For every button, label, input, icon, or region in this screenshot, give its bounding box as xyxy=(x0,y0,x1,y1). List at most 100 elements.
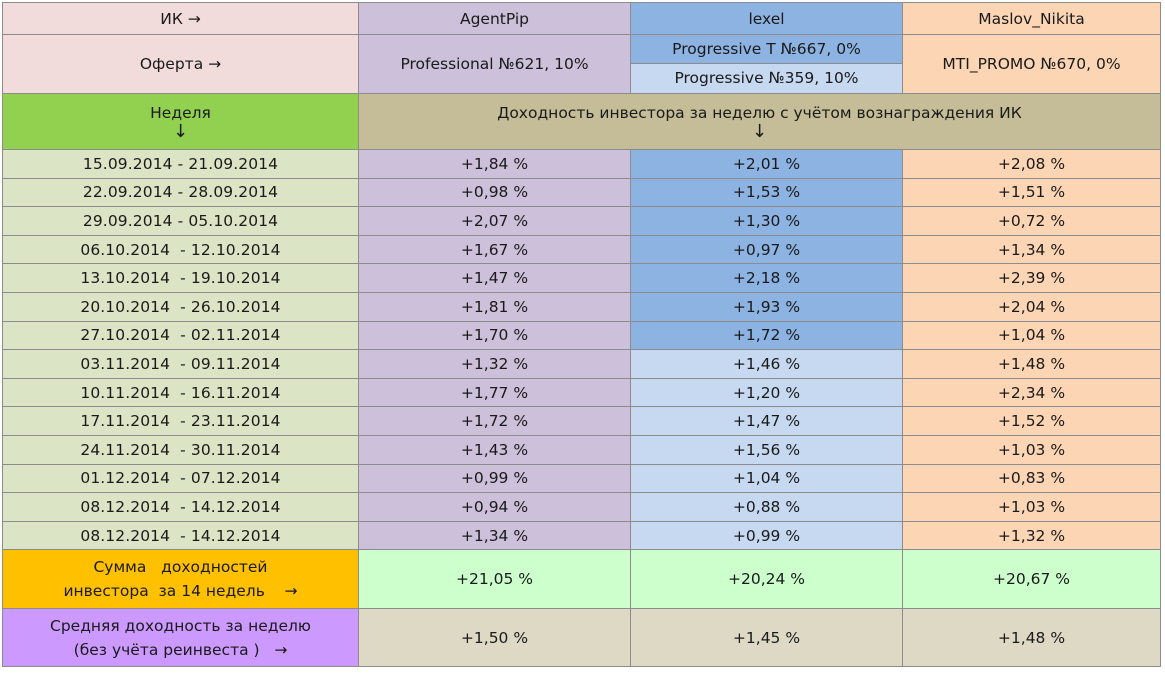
provider-lexel: lexel xyxy=(630,2,903,35)
lexel-value: +2,01 % xyxy=(630,149,903,179)
maslov-value: +1,03 % xyxy=(902,492,1161,522)
maslov-value: +0,72 % xyxy=(902,206,1161,236)
week-cell: 17.11.2014 - 23.11.2014 xyxy=(2,406,359,436)
maslov-value: +1,52 % xyxy=(902,406,1161,436)
week-cell: 29.09.2014 - 05.10.2014 xyxy=(2,206,359,236)
lexel-value: +0,88 % xyxy=(630,492,903,522)
table-row: 29.09.2014 - 05.10.2014 +2,07 % +1,30 % +0,… xyxy=(2,206,1161,236)
agentpip-value: +2,07 % xyxy=(358,206,631,236)
week-cell: 20.10.2014 - 26.10.2014 xyxy=(2,291,359,322)
lexel-value: +1,47 % xyxy=(630,406,903,436)
agentpip-value: +1,34 % xyxy=(358,520,631,551)
week-cell: 10.11.2014 - 16.11.2014 xyxy=(2,377,359,408)
lexel-value: +1,72 % xyxy=(630,320,903,351)
table-row: 15.09.2014 - 21.09.2014 +1,84 % +2,01 % +2,… xyxy=(2,149,1161,179)
lexel-value: +1,56 % xyxy=(630,434,903,465)
week-cell: 08.12.2014 - 14.12.2014 xyxy=(2,520,359,551)
agentpip-value: +1,77 % xyxy=(358,377,631,408)
lexel-value: +1,04 % xyxy=(630,463,903,494)
lexel-value: +2,18 % xyxy=(630,263,903,293)
maslov-value: +2,08 % xyxy=(902,149,1161,179)
sum-row: Сумма доходностей инвестора за 14 недель … xyxy=(2,549,1161,610)
week-cell: 08.12.2014 - 14.12.2014 xyxy=(2,492,359,522)
week-cell: 24.11.2014 - 30.11.2014 xyxy=(2,434,359,465)
average-label: Средняя доходность за неделю (без учёта р… xyxy=(2,608,359,668)
agentpip-value: +0,98 % xyxy=(358,177,631,208)
table-row: 13.10.2014 - 19.10.2014 +1,47 % +2,18 % +2,… xyxy=(2,263,1161,293)
average-row: Средняя доходность за неделю (без учёта р… xyxy=(2,608,1161,668)
yield-header: Доходность инвестора за неделю с учётом … xyxy=(358,93,1161,150)
table-row: 01.12.2014 - 07.12.2014 +0,99 % +1,04 % +0,… xyxy=(2,463,1161,494)
provider-agentpip: AgentPip xyxy=(358,2,631,35)
lexel-value: +0,99 % xyxy=(630,520,903,551)
offer-lexel-bottom: Progressive №359, 10% xyxy=(631,63,902,93)
table-row: 27.10.2014 - 02.11.2014 +1,70 % +1,72 % +1,… xyxy=(2,320,1161,351)
maslov-value: +1,51 % xyxy=(902,177,1161,208)
provider-header-row: ИК → AgentPip lexel Maslov_Nikita xyxy=(2,2,1161,35)
agentpip-value: +1,84 % xyxy=(358,149,631,179)
table-row: 06.10.2014 - 12.10.2014 +1,67 % +0,97 % +1,… xyxy=(2,234,1161,265)
lexel-value: +0,97 % xyxy=(630,234,903,265)
yield-header-label: Доходность инвестора за неделю с учётом … xyxy=(497,103,1022,122)
provider-maslov-nikita: Maslov_Nikita xyxy=(902,2,1161,35)
maslov-value: +1,04 % xyxy=(902,320,1161,351)
maslov-value: +2,04 % xyxy=(902,291,1161,322)
week-cell: 01.12.2014 - 07.12.2014 xyxy=(2,463,359,494)
offer-agentpip: Professional №621, 10% xyxy=(358,34,631,94)
sum-label-line1: Сумма доходностей xyxy=(93,558,268,577)
ik-label: ИК → xyxy=(2,2,359,35)
sum-maslov: +20,67 % xyxy=(902,549,1161,610)
average-lexel: +1,45 % xyxy=(630,608,903,668)
table-row: 17.11.2014 - 23.11.2014 +1,72 % +1,47 % +1,… xyxy=(2,406,1161,436)
agentpip-value: +1,81 % xyxy=(358,291,631,322)
agentpip-value: +0,99 % xyxy=(358,463,631,494)
week-cell: 13.10.2014 - 19.10.2014 xyxy=(2,263,359,293)
lexel-value: +1,20 % xyxy=(630,377,903,408)
offer-header-row: Оферта → Professional №621, 10% Progress… xyxy=(2,34,1161,94)
agentpip-value: +0,94 % xyxy=(358,492,631,522)
week-cell: 06.10.2014 - 12.10.2014 xyxy=(2,234,359,265)
lexel-value: +1,30 % xyxy=(630,206,903,236)
sum-label-line2: инвестора за 14 недель → xyxy=(63,582,298,601)
week-cell: 27.10.2014 - 02.11.2014 xyxy=(2,320,359,351)
sum-lexel: +20,24 % xyxy=(630,549,903,610)
average-agentpip: +1,50 % xyxy=(358,608,631,668)
offer-lexel-top: Progressive T №667, 0% xyxy=(631,35,902,63)
maslov-value: +2,34 % xyxy=(902,377,1161,408)
lexel-value: +1,93 % xyxy=(630,291,903,322)
table-row: 08.12.2014 - 14.12.2014 +1,34 % +0,99 % +1,… xyxy=(2,520,1161,551)
table-row: 10.11.2014 - 16.11.2014 +1,77 % +1,20 % +2,… xyxy=(2,377,1161,408)
average-label-line1: Средняя доходность за неделю xyxy=(50,616,311,635)
offer-maslov: MTI_PROMO №670, 0% xyxy=(902,34,1161,94)
agentpip-value: +1,67 % xyxy=(358,234,631,265)
maslov-value: +1,03 % xyxy=(902,434,1161,465)
table-row: 22.09.2014 - 28.09.2014 +0,98 % +1,53 % +1,… xyxy=(2,177,1161,208)
table-row: 08.12.2014 - 14.12.2014 +0,94 % +0,88 % +1,… xyxy=(2,492,1161,522)
maslov-value: +1,34 % xyxy=(902,234,1161,265)
sum-agentpip: +21,05 % xyxy=(358,549,631,610)
week-header: Неделя ↓ xyxy=(2,93,359,150)
agentpip-value: +1,72 % xyxy=(358,406,631,436)
column-header-row: Неделя ↓ Доходность инвестора за неделю … xyxy=(2,93,1161,150)
week-cell: 03.11.2014 - 09.11.2014 xyxy=(2,349,359,379)
week-header-label: Неделя xyxy=(150,103,211,122)
average-label-line2: (без учёта реинвеста ) → xyxy=(73,640,288,659)
agentpip-value: +1,43 % xyxy=(358,434,631,465)
maslov-value: +0,83 % xyxy=(902,463,1161,494)
maslov-value: +2,39 % xyxy=(902,263,1161,293)
agentpip-value: +1,47 % xyxy=(358,263,631,293)
lexel-value: +1,46 % xyxy=(630,349,903,379)
lexel-value: +1,53 % xyxy=(630,177,903,208)
sum-label: Сумма доходностей инвестора за 14 недель … xyxy=(2,549,359,610)
table-row: 24.11.2014 - 30.11.2014 +1,43 % +1,56 % +1,… xyxy=(2,434,1161,465)
maslov-value: +1,32 % xyxy=(902,520,1161,551)
offer-lexel: Progressive T №667, 0% Progressive №359,… xyxy=(630,34,903,94)
offer-label: Оферта → xyxy=(2,34,359,94)
table-row: 03.11.2014 - 09.11.2014 +1,32 % +1,46 % +1,… xyxy=(2,349,1161,379)
average-maslov: +1,48 % xyxy=(902,608,1161,668)
week-cell: 15.09.2014 - 21.09.2014 xyxy=(2,149,359,179)
arrow-down-icon: ↓ xyxy=(172,120,189,142)
week-cell: 22.09.2014 - 28.09.2014 xyxy=(2,177,359,208)
agentpip-value: +1,32 % xyxy=(358,349,631,379)
